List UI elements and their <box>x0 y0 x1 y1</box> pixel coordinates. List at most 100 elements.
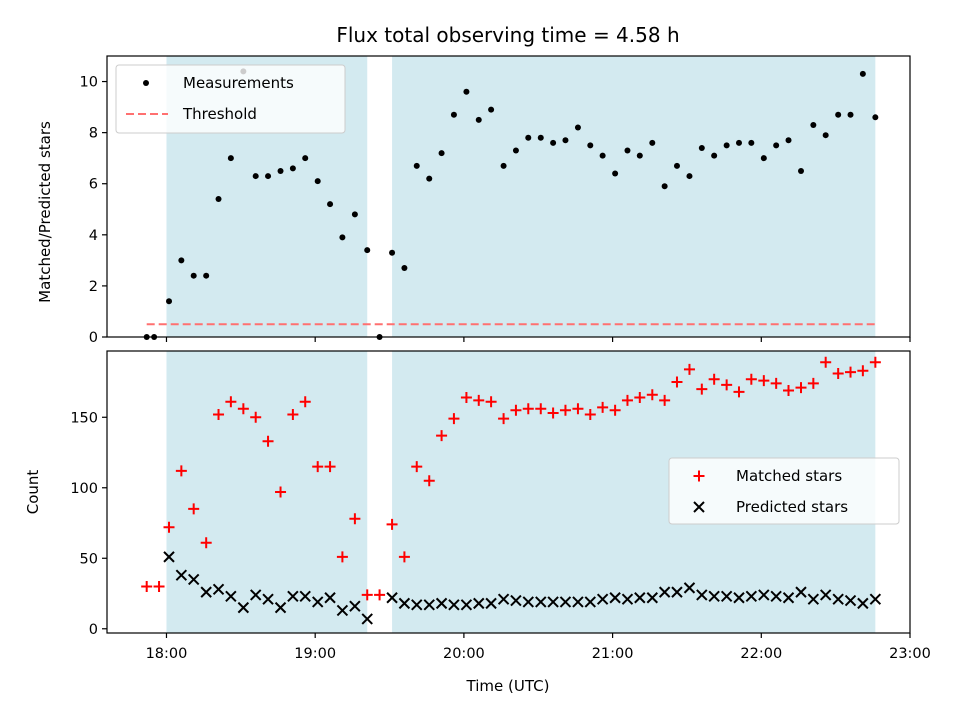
bottom-panel: 0 50 100 150 18:00 19:00 20:00 21:00 22:00 23:00 M… <box>70 350 931 662</box>
bottom-matched-stars-point <box>141 580 153 592</box>
bottom-matched-stars-point <box>163 521 175 533</box>
top-legend-measurements-marker <box>143 80 149 86</box>
bottom-predicted-stars-point <box>782 592 795 604</box>
bottom-x-tick-label: 23:00 <box>889 646 931 662</box>
top-measurements-point <box>215 196 222 203</box>
bottom-axes-frame <box>106 350 911 634</box>
top-measurements-point <box>773 142 780 149</box>
bottom-matched-stars-point <box>361 589 373 601</box>
bottom-matched-stars-point <box>522 403 534 415</box>
top-measurements-point <box>624 147 631 154</box>
bottom-x-tick-label: 22:00 <box>740 646 782 662</box>
top-measurements-point <box>327 201 334 208</box>
bottom-predicted-stars-point <box>572 596 584 608</box>
bottom-matched-stars-point <box>411 461 423 473</box>
top-measurements-point <box>785 137 792 144</box>
top-measurements-point <box>475 116 482 123</box>
bottom-matched-stars-point <box>398 551 410 563</box>
bottom-predicted-stars-point <box>832 593 844 605</box>
bottom-predicted-stars-point <box>510 594 522 607</box>
top-measurements-point <box>488 106 495 113</box>
bottom-predicted-stars-point <box>361 613 373 625</box>
bottom-predicted-stars-point <box>423 599 435 611</box>
bottom-matched-stars-point <box>436 430 448 442</box>
bottom-matched-stars-point <box>473 394 485 406</box>
top-measurements-point <box>599 152 606 159</box>
top-legend-measurements-label: Measurements <box>183 74 294 92</box>
bottom-matched-stars-point <box>609 404 621 416</box>
bottom-x-tick-label: 18:00 <box>146 646 188 662</box>
bottom-matched-stars-point <box>262 435 274 447</box>
bottom-predicted-stars-point <box>696 589 708 601</box>
bottom-predicted-stars-point <box>733 592 745 604</box>
bottom-predicted-stars-point <box>212 583 225 595</box>
bottom-matched-stars-point <box>250 411 262 423</box>
bottom-predicted-stars-point <box>745 590 758 603</box>
top-measurements-point <box>859 70 866 77</box>
bottom-predicted-stars-point <box>187 573 200 586</box>
bottom-matched-stars-point <box>733 386 745 398</box>
top-measurements-point <box>525 134 532 141</box>
bottom-predicted-stars-point <box>200 586 212 598</box>
bottom-predicted-stars-point <box>708 590 720 603</box>
top-measurements-point <box>413 162 420 169</box>
top-measurements-point <box>735 139 742 146</box>
bottom-matched-stars-point <box>423 475 435 487</box>
bottom-predicted-stars-point <box>634 592 646 604</box>
bottom-predicted-stars-point <box>274 601 287 614</box>
bottom-matched-stars-point <box>237 403 249 415</box>
bottom-matched-stars-point <box>634 392 646 404</box>
bottom-matched-stars-point <box>708 373 720 385</box>
top-measurements-point <box>723 142 730 149</box>
bottom-predicted-stars-point <box>658 586 671 598</box>
bottom-matched-stars-point <box>188 503 200 515</box>
bottom-predicted-stars-point <box>349 600 361 612</box>
bottom-predicted-stars-point <box>324 592 336 604</box>
bottom-predicted-stars-point <box>609 592 621 604</box>
bottom-matched-stars-point <box>498 413 510 425</box>
bottom-matched-stars-point <box>213 408 225 420</box>
bottom-predicted-stars-point <box>795 586 807 598</box>
top-shaded-region-2 <box>392 56 876 337</box>
bottom-matched-stars-point <box>175 465 187 477</box>
top-measurements-point <box>562 137 569 144</box>
bottom-legend-matched-stars-marker <box>693 470 705 482</box>
top-measurements-point <box>612 170 619 177</box>
top-panel: 0 2 4 6 8 10 Measurements Threshold <box>80 55 911 346</box>
bottom-matched-stars-point <box>758 375 770 387</box>
bottom-matched-stars-point <box>820 356 832 368</box>
bottom-predicted-stars-point <box>448 599 460 611</box>
top-measurements-point <box>339 234 346 241</box>
top-y-tick-label: 6 <box>89 177 98 193</box>
bottom-legend-box <box>668 457 900 525</box>
bottom-matched-stars-point <box>807 377 819 389</box>
bottom-matched-stars-point <box>448 413 460 425</box>
bottom-y-axis-label: Count <box>24 470 42 515</box>
bottom-matched-stars-point <box>671 376 683 388</box>
bottom-predicted-stars-point <box>535 596 547 608</box>
bottom-predicted-stars-point <box>522 596 534 608</box>
top-measurements-point <box>265 173 272 180</box>
top-measurements-point <box>711 152 718 159</box>
bottom-matched-stars-point <box>336 551 348 563</box>
top-measurements-point <box>401 265 408 272</box>
top-y-tick-label: 2 <box>89 279 98 295</box>
bottom-matched-stars-point <box>374 589 386 601</box>
top-legend-threshold-label: Threshold <box>182 105 257 123</box>
top-measurements-point <box>636 152 643 159</box>
bottom-x-tick-label: 19:00 <box>294 646 336 662</box>
top-measurements-point <box>500 162 507 169</box>
bottom-predicted-stars-point <box>671 586 683 598</box>
bottom-predicted-stars-point <box>869 593 882 605</box>
top-measurements-point <box>314 178 321 185</box>
bottom-predicted-stars-point <box>584 596 596 608</box>
bottom-matched-stars-point <box>795 382 807 394</box>
top-measurements-point <box>203 272 210 279</box>
top-measurements-point <box>364 247 371 254</box>
top-axes-frame <box>106 55 911 338</box>
bottom-predicted-stars-point <box>460 599 473 611</box>
bottom-predicted-stars-point <box>596 593 609 605</box>
bottom-matched-stars-point <box>349 513 361 525</box>
bottom-y-tick-label: 150 <box>70 410 98 426</box>
bottom-matched-stars-point <box>299 396 311 408</box>
